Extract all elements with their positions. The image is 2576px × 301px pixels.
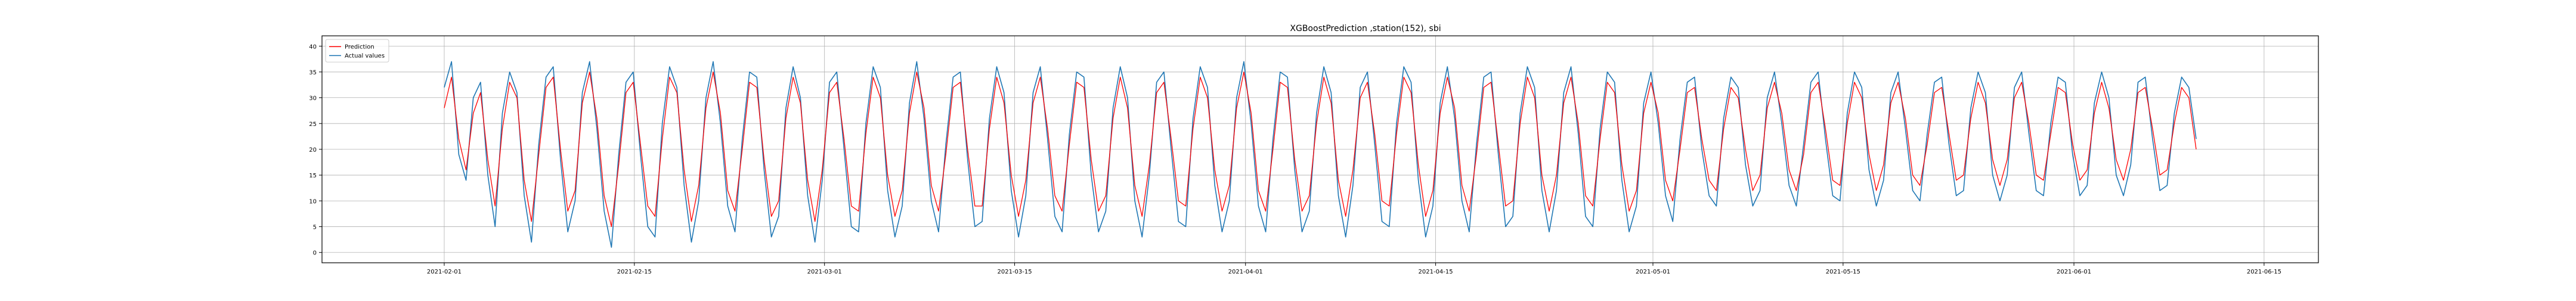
y-axis: 0 5 10 15 20 25 30 35 40 — [309, 44, 322, 257]
x-tick-label: 2021-04-01 — [1228, 269, 1263, 275]
y-tick-label: 20 — [309, 147, 317, 153]
y-tick-label: 0 — [313, 250, 317, 257]
x-tick-label: 2021-06-01 — [2057, 269, 2091, 275]
y-tick-label: 35 — [309, 69, 317, 76]
x-tick-label: 2021-05-01 — [1636, 269, 1670, 275]
grid — [322, 36, 2318, 263]
y-tick-label: 30 — [309, 96, 317, 102]
series-line-0 — [444, 71, 2197, 228]
y-tick-label: 5 — [313, 225, 317, 231]
y-tick-label: 10 — [309, 198, 317, 205]
x-tick-label: 2021-02-01 — [427, 269, 462, 275]
series-layer — [444, 61, 2197, 248]
legend-box — [325, 39, 389, 63]
chart-title: XGBoostPrediction ,station(152), sbi — [1290, 24, 1441, 33]
y-tick-label: 25 — [309, 121, 317, 128]
x-tick-label: 2021-06-15 — [2247, 269, 2281, 275]
legend: Prediction Actual values — [325, 39, 389, 63]
y-tick-label: 40 — [309, 44, 317, 50]
x-tick-label: 2021-02-15 — [617, 269, 652, 275]
x-tick-label: 2021-03-01 — [807, 269, 842, 275]
x-tick-label: 2021-03-15 — [997, 269, 1032, 275]
x-tick-label: 2021-04-15 — [1419, 269, 1453, 275]
x-axis: 2021-02-01 2021-02-15 2021-03-01 2021-03-15… — [427, 263, 2281, 275]
legend-label-1: Actual values — [345, 53, 385, 60]
y-tick-label: 15 — [309, 173, 317, 179]
series-line-1 — [444, 61, 2197, 248]
legend-label-0: Prediction — [345, 44, 374, 51]
x-tick-label: 2021-05-15 — [1826, 269, 1860, 275]
